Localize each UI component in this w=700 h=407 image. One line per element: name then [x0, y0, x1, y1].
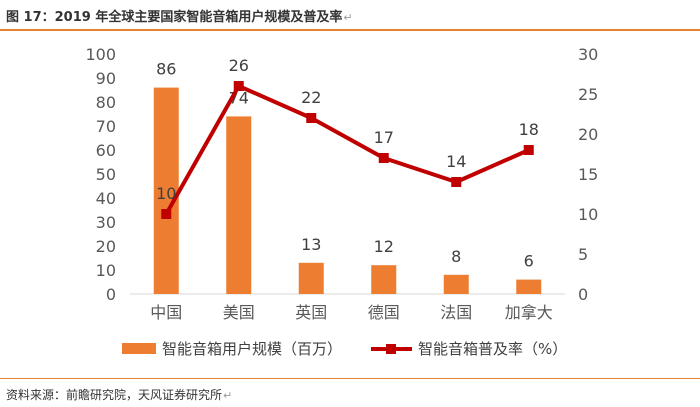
figure-title-text: 图 17：2019 年全球主要国家智能音箱用户规模及普及率	[6, 10, 343, 25]
category-label: 德国	[368, 303, 400, 322]
category-labels: 中国 美国 英国 德国 法国 加拿大	[150, 303, 553, 322]
rate-value-label: 18	[519, 120, 539, 139]
category-label: 中国	[150, 303, 182, 322]
rate-value-label: 26	[229, 56, 249, 75]
rate-marker	[523, 145, 534, 155]
right-axis-tick-label: 30	[578, 45, 598, 64]
left-axis-tick-label: 40	[96, 189, 116, 208]
right-axis-tick-label: 20	[578, 125, 598, 144]
rate-value-label: 17	[374, 128, 394, 147]
left-axis-tick-label: 10	[96, 261, 116, 280]
left-axis-tick-label: 100	[85, 45, 116, 64]
bar	[371, 265, 397, 294]
legend-bar-swatch	[122, 343, 156, 354]
rate-value-label: 14	[446, 152, 466, 171]
right-axis-tick-label: 5	[578, 245, 588, 264]
category-label: 美国	[223, 303, 255, 322]
bar-value-label: 6	[524, 252, 534, 271]
category-label: 英国	[295, 303, 327, 322]
rate-marker	[306, 113, 317, 123]
bar	[226, 116, 252, 295]
left-axis-tick-label: 90	[96, 69, 116, 88]
category-label: 法国	[440, 303, 472, 322]
source-note: 资料来源：前瞻研究院，天风证券研究所↵	[6, 386, 232, 403]
source-text: 资料来源：前瞻研究院，天风证券研究所	[6, 388, 223, 402]
right-axis-tick-label: 15	[578, 165, 598, 184]
left-axis-tick-label: 20	[96, 237, 116, 256]
left-axis-tick-label: 80	[96, 93, 116, 112]
rate-value-label: 10	[156, 184, 176, 203]
rate-marker	[161, 209, 172, 219]
left-axis-tick-label: 70	[96, 117, 116, 136]
legend-line-label: 智能音箱普及率（%）	[418, 340, 567, 358]
right-axis-tick-label: 25	[578, 85, 598, 104]
title-divider	[0, 29, 700, 31]
line-data-labels: 10 26 22 17 14 18	[156, 56, 539, 203]
right-axis-tick-label: 0	[578, 285, 588, 304]
footer-divider	[0, 378, 700, 379]
legend: 智能音箱用户规模（百万） 智能音箱普及率（%）	[122, 340, 567, 358]
left-axis-tick-label: 0	[106, 285, 116, 304]
bar	[443, 274, 469, 294]
rate-marker	[451, 177, 462, 187]
bar-value-label: 86	[156, 60, 176, 79]
rate-series-markers	[161, 81, 534, 219]
bar-value-label: 13	[301, 235, 321, 254]
legend-line-marker	[386, 344, 396, 354]
left-axis: 0 10 20 30 40 50 60 70 80 90 100	[85, 45, 116, 304]
paragraph-mark-icon: ↵	[223, 389, 233, 402]
bar	[298, 262, 324, 294]
paragraph-mark-icon: ↵	[343, 11, 353, 24]
bar-value-label: 12	[374, 237, 394, 256]
rate-series-line	[164, 84, 530, 215]
bar	[153, 87, 179, 294]
left-axis-tick-label: 30	[96, 213, 116, 232]
bar	[516, 279, 542, 294]
bar-series	[153, 87, 542, 295]
legend-bar-label: 智能音箱用户规模（百万）	[162, 340, 342, 358]
figure-title: 图 17：2019 年全球主要国家智能音箱用户规模及普及率↵	[6, 6, 353, 25]
rate-marker	[233, 81, 244, 91]
rate-value-label: 22	[301, 88, 321, 107]
right-axis: 0 5 10 15 20 25 30	[578, 45, 598, 304]
rate-marker	[378, 153, 389, 163]
left-axis-tick-label: 60	[96, 141, 116, 160]
bar-value-label: 8	[451, 247, 461, 266]
left-axis-tick-label: 50	[96, 165, 116, 184]
category-label: 加拿大	[505, 303, 553, 322]
right-axis-tick-label: 10	[578, 205, 598, 224]
